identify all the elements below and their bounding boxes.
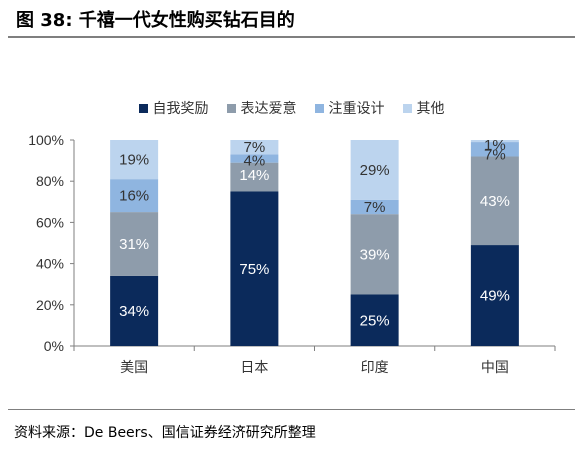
data-label-2-1: 39%: [360, 246, 390, 263]
source-divider: [8, 409, 575, 410]
data-label-0-0: 34%: [119, 303, 149, 320]
data-label-0-2: 16%: [119, 188, 149, 205]
y-tick-label: 100%: [28, 132, 64, 148]
bar-0-0: [110, 275, 159, 346]
bar-1-2: [230, 154, 279, 163]
data-label-3-2: 7%: [484, 146, 506, 163]
bar-0-2: [110, 179, 159, 213]
data-label-2-0: 25%: [360, 312, 390, 329]
bar-1-0: [230, 191, 279, 346]
x-tick-label-1: 日本: [240, 360, 268, 376]
data-label-2-3: 29%: [360, 162, 390, 179]
legend-swatch-0: [138, 103, 148, 113]
legend-swatch-1: [226, 103, 236, 113]
figure-title: 图 38: 千禧一代女性购买钻石目的: [16, 10, 295, 31]
bar-0-1: [110, 212, 159, 276]
y-tick-label: 20%: [36, 297, 64, 313]
legend-swatch-3: [402, 103, 412, 113]
legend-item-1: 表达爱意: [226, 96, 297, 120]
y-tick-label: 40%: [36, 256, 64, 272]
y-tick-label: 80%: [36, 173, 64, 189]
x-tick-label-3: 中国: [481, 360, 509, 376]
y-tick-label: 60%: [36, 214, 64, 230]
data-label-1-2: 4%: [244, 153, 266, 170]
data-label-0-3: 19%: [119, 152, 149, 169]
bar-3-0: [470, 245, 519, 346]
y-tick-label: 0%: [44, 338, 64, 354]
legend-swatch-2: [314, 103, 324, 113]
bar-3-2: [470, 142, 519, 157]
bar-2-0: [350, 294, 399, 346]
chart-legend: 自我奖励 表达爱意 注重设计 其他: [0, 96, 583, 120]
legend-label-1: 表达爱意: [240, 101, 297, 117]
data-label-3-3: 1%: [484, 137, 506, 154]
data-label-0-1: 31%: [119, 236, 149, 253]
legend-label-2: 注重设计: [328, 101, 385, 117]
bar-1-3: [230, 140, 279, 155]
legend-item-2: 注重设计: [314, 96, 385, 120]
bar-3-3: [470, 140, 519, 143]
bar-2-2: [350, 199, 399, 215]
legend-label-3: 其他: [416, 101, 445, 117]
bar-0-3: [110, 140, 159, 180]
data-label-1-3: 7%: [244, 139, 266, 156]
bar-1-1: [230, 162, 279, 192]
bar-3-1: [470, 156, 519, 246]
data-label-3-0: 49%: [480, 288, 510, 305]
title-bar: 图 38: 千禧一代女性购买钻石目的: [0, 0, 583, 34]
stacked-bar-chart: 0% 20% 40% 60% 80% 100% 34% 31% 16% 19% 美国 75% 14%4%…: [28, 132, 556, 376]
bar-2-3: [350, 140, 399, 200]
x-tick-label-0: 美国: [120, 360, 148, 376]
data-label-1-1: 14%: [239, 167, 269, 184]
legend-item-0: 自我奖励: [138, 96, 209, 120]
legend-item-3: 其他: [402, 96, 445, 120]
title-divider: [8, 36, 575, 38]
data-label-1-0: 75%: [239, 261, 269, 278]
bar-2-1: [350, 214, 399, 295]
data-label-3-1: 43%: [480, 193, 510, 210]
x-tick-label-2: 印度: [361, 360, 389, 376]
data-label-2-2: 7%: [364, 199, 386, 216]
legend-label-0: 自我奖励: [152, 101, 209, 117]
source-note: 资料来源：De Beers、国信证券经济研究所整理: [14, 425, 316, 441]
